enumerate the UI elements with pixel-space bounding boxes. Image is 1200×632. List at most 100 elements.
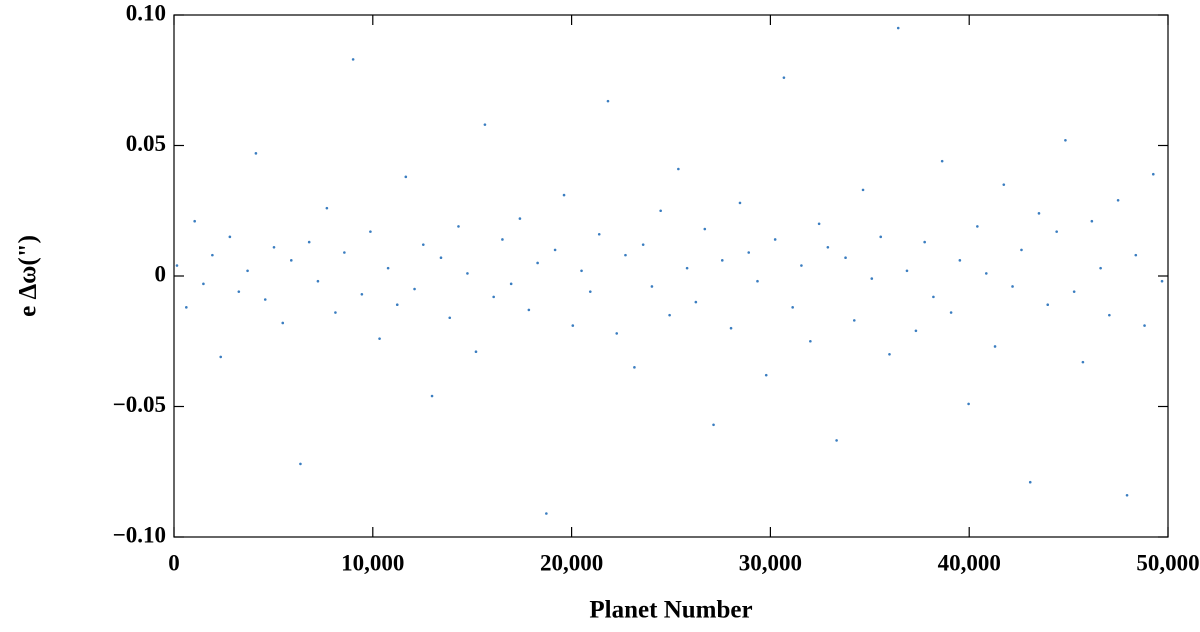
point — [1011, 285, 1014, 288]
point — [694, 300, 698, 304]
point — [1090, 219, 1094, 223]
point — [782, 76, 786, 79]
point — [1160, 279, 1164, 283]
point — [325, 206, 329, 210]
point — [932, 295, 935, 299]
y-tick-label: 0.10 — [126, 0, 166, 25]
point — [703, 227, 707, 231]
point — [685, 266, 689, 270]
x-tick-label: 40,000 — [938, 550, 1001, 575]
point — [175, 264, 179, 267]
point — [747, 251, 751, 254]
point — [993, 345, 997, 348]
point — [386, 266, 390, 270]
point — [844, 256, 847, 260]
point — [896, 26, 900, 30]
point — [888, 353, 891, 356]
point — [659, 209, 662, 213]
point — [316, 279, 320, 283]
point — [800, 264, 803, 267]
point — [263, 298, 267, 301]
point — [1099, 266, 1102, 270]
point — [474, 350, 478, 353]
point — [615, 332, 619, 335]
point — [1037, 212, 1041, 215]
point — [1125, 493, 1129, 497]
point — [378, 337, 381, 340]
x-axis-label: Planet Number — [589, 597, 752, 624]
point — [439, 256, 443, 260]
point — [571, 324, 575, 327]
point — [193, 219, 196, 223]
point — [527, 308, 531, 312]
point — [738, 201, 742, 205]
point — [369, 230, 372, 233]
point — [597, 232, 601, 236]
point — [729, 326, 733, 330]
y-axis-label: e Δω(") — [15, 235, 42, 317]
point — [518, 217, 522, 220]
point — [1081, 360, 1085, 364]
point — [395, 303, 399, 307]
point — [976, 225, 979, 228]
x-tick-label: 50,000 — [1136, 550, 1199, 575]
point — [879, 235, 883, 239]
point — [940, 159, 944, 163]
y-tick-label: −0.05 — [113, 392, 166, 417]
point — [861, 188, 865, 192]
plot-frame — [173, 14, 1169, 538]
point — [835, 439, 838, 442]
point — [211, 253, 214, 257]
point — [791, 306, 794, 309]
point — [562, 193, 566, 197]
point — [580, 269, 583, 273]
point — [553, 248, 557, 252]
point — [967, 402, 970, 406]
point — [633, 366, 636, 369]
point — [483, 123, 487, 126]
point — [413, 287, 416, 291]
point — [334, 311, 337, 314]
point — [1020, 248, 1023, 252]
point — [343, 251, 346, 254]
point — [870, 277, 874, 280]
point — [1064, 138, 1067, 142]
point — [421, 243, 425, 246]
point — [773, 238, 777, 241]
point — [720, 259, 724, 262]
point — [254, 152, 258, 155]
point — [430, 394, 434, 398]
point — [219, 355, 223, 359]
point — [202, 282, 205, 286]
point — [246, 269, 249, 273]
point — [289, 259, 293, 262]
point — [624, 253, 627, 257]
x-tick-label: 30,000 — [739, 550, 802, 575]
point — [360, 292, 364, 296]
point — [404, 175, 408, 179]
point — [536, 261, 539, 265]
point — [809, 339, 812, 343]
point — [1108, 313, 1111, 317]
point — [1028, 480, 1032, 484]
point — [984, 272, 988, 275]
point — [764, 373, 768, 377]
point — [281, 321, 285, 325]
point — [826, 245, 830, 249]
point — [1055, 230, 1058, 233]
point — [817, 222, 821, 226]
point — [466, 272, 469, 275]
x-tick-label: 0 — [168, 550, 180, 575]
x-tick-label: 20,000 — [540, 550, 603, 575]
point — [509, 282, 513, 286]
point — [185, 306, 188, 309]
point — [756, 279, 759, 283]
point — [1116, 199, 1120, 202]
point — [457, 225, 460, 228]
point — [545, 512, 548, 515]
y-tick-label: 0.05 — [126, 131, 166, 156]
point — [1134, 253, 1138, 257]
x-tick-label: 10,000 — [341, 550, 404, 575]
point — [237, 290, 241, 293]
point — [1143, 324, 1146, 327]
